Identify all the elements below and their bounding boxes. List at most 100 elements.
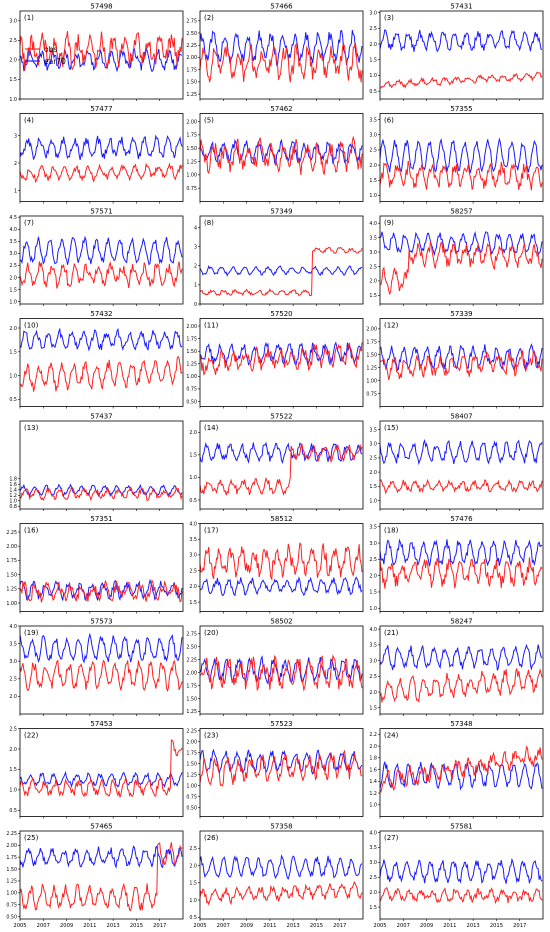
y-tick-label: 2.5 bbox=[369, 264, 377, 270]
y-tick-label: 0.75 bbox=[366, 391, 377, 397]
ear70-series-line bbox=[380, 137, 543, 174]
ear70-series-line bbox=[200, 655, 363, 685]
panel-frame bbox=[379, 113, 544, 202]
panel-label: (5) bbox=[204, 117, 214, 125]
y-tick-label: 1.75 bbox=[186, 67, 197, 73]
y-tick-label: 2.5 bbox=[369, 875, 377, 881]
panel-16: 57351 (16) 1.00 1.25 1.50 1.75 2.00 2.25 bbox=[6, 515, 184, 614]
obs-series-line bbox=[20, 579, 183, 603]
panel-frame bbox=[379, 625, 544, 715]
ear70-series-line bbox=[200, 441, 363, 464]
panel-27: 57581 (27) 1.5 2.0 2.5 3.0 3.5 4.0 2005 2007 2009 2… bbox=[369, 823, 544, 929]
y-tick-label: 0.8 bbox=[9, 504, 17, 510]
y-tick-label: 2.0 bbox=[369, 690, 377, 696]
y-tick-label: 1.5 bbox=[369, 484, 377, 490]
obs-series-line bbox=[380, 350, 543, 380]
y-tick-label: 3.5 bbox=[369, 845, 377, 851]
panel-title: 57520 bbox=[270, 310, 292, 318]
y-tick-label: 0.5 bbox=[9, 397, 17, 403]
y-tick-label: 3.0 bbox=[369, 250, 377, 256]
panel-frame bbox=[199, 625, 364, 715]
ear70-series-line bbox=[200, 138, 363, 166]
panel-label: (17) bbox=[204, 527, 219, 535]
y-tick-label: 0.5 bbox=[189, 498, 197, 504]
panel-frame bbox=[379, 215, 544, 305]
y-tick-label: 0.5 bbox=[9, 808, 17, 814]
y-tick-label: 1.0 bbox=[189, 898, 197, 904]
y-tick-label: 1.8 bbox=[369, 756, 377, 762]
ear70-series-line bbox=[380, 438, 543, 466]
y-tick-label: 1.0 bbox=[369, 606, 377, 612]
y-tick-label: 1.75 bbox=[366, 340, 377, 346]
obs-series-line bbox=[380, 478, 543, 495]
y-tick-label: 3.0 bbox=[9, 659, 17, 665]
x-tick-label: 2015 bbox=[310, 923, 323, 929]
obs-series-line bbox=[200, 42, 363, 83]
ear70-series-line bbox=[20, 770, 183, 789]
panel-2: 57466 (2) 1.25 1.50 1.75 2.00 2.25 2.50 2.75 bbox=[186, 3, 364, 101]
y-tick-label: 2.75 bbox=[186, 632, 197, 638]
y-tick-label: 1.75 bbox=[186, 133, 197, 139]
panel-title: 57453 bbox=[90, 720, 112, 728]
panel-title: 57477 bbox=[90, 105, 112, 113]
y-tick-label: 0.5 bbox=[189, 915, 197, 921]
y-tick-label: 3.0 bbox=[9, 19, 17, 25]
x-tick-label: 2009 bbox=[420, 923, 433, 929]
y-tick-label: 2.0 bbox=[9, 58, 17, 64]
y-tick-label: 1.0 bbox=[369, 73, 377, 79]
y-tick-label: 1.5 bbox=[369, 905, 377, 911]
y-tick-label: 1.25 bbox=[186, 709, 197, 715]
panel-title: 58407 bbox=[450, 413, 472, 421]
x-tick-label: 2013 bbox=[287, 923, 300, 929]
panel-title: 58247 bbox=[450, 618, 472, 626]
y-tick-label: 1.5 bbox=[9, 350, 17, 356]
x-tick-label: 2007 bbox=[397, 923, 410, 929]
y-tick-label: 1.4 bbox=[9, 488, 17, 494]
y-tick-label: 2.00 bbox=[366, 327, 377, 333]
obs-series-line bbox=[380, 557, 543, 589]
obs-series-line bbox=[20, 31, 183, 71]
y-tick-label: 1.75 bbox=[6, 855, 17, 861]
y-tick-label: 2.0 bbox=[369, 470, 377, 476]
y-tick-label: 2.00 bbox=[186, 324, 197, 330]
y-tick-label: 3 bbox=[194, 244, 197, 250]
y-tick-label: 0.75 bbox=[186, 795, 197, 801]
y-tick-label: 2.50 bbox=[186, 645, 197, 651]
y-tick-label: 1.5 bbox=[9, 77, 17, 83]
obs-series-line bbox=[20, 659, 183, 693]
panel-frame bbox=[19, 318, 184, 407]
y-tick-label: 1.50 bbox=[186, 762, 197, 768]
y-tick-label: 2.5 bbox=[369, 456, 377, 462]
panel-title: 57581 bbox=[450, 823, 472, 831]
y-tick-label: 3.5 bbox=[369, 525, 377, 531]
y-tick-label: 1.0 bbox=[9, 97, 17, 103]
y-tick-label: 0.75 bbox=[186, 387, 197, 393]
y-tick-label: 2.5 bbox=[9, 677, 17, 683]
panel-label: (9) bbox=[384, 219, 394, 227]
x-tick-label: 2005 bbox=[193, 923, 206, 929]
y-tick-label: 1.5 bbox=[189, 881, 197, 887]
panel-label: (4) bbox=[24, 117, 34, 125]
obs-series-line bbox=[200, 749, 363, 787]
y-tick-label: 1.25 bbox=[186, 362, 197, 368]
panel-title: 57523 bbox=[270, 720, 292, 728]
y-tick-label: 2.5 bbox=[369, 674, 377, 680]
x-tick-label: 2009 bbox=[240, 923, 253, 929]
y-tick-label: 2.00 bbox=[186, 740, 197, 746]
y-tick-label: 2.5 bbox=[369, 557, 377, 563]
x-tick-label: 2013 bbox=[467, 923, 480, 929]
obs-series-line bbox=[380, 745, 543, 793]
panel-title: 57348 bbox=[450, 720, 472, 728]
panel-title: 57466 bbox=[270, 3, 293, 11]
y-tick-label: 3.5 bbox=[369, 235, 377, 241]
panel-frame bbox=[379, 318, 544, 407]
y-tick-label: 1.50 bbox=[366, 353, 377, 359]
y-tick-label: 1.0 bbox=[9, 373, 17, 379]
y-tick-label: 3.5 bbox=[369, 117, 377, 123]
panel-label: (15) bbox=[384, 424, 399, 432]
obs-series-line bbox=[20, 739, 183, 798]
obs-series-line bbox=[380, 886, 543, 905]
y-tick-label: 3.5 bbox=[189, 537, 197, 543]
panel-title: 58502 bbox=[270, 618, 292, 626]
panel-label: (10) bbox=[24, 322, 39, 330]
